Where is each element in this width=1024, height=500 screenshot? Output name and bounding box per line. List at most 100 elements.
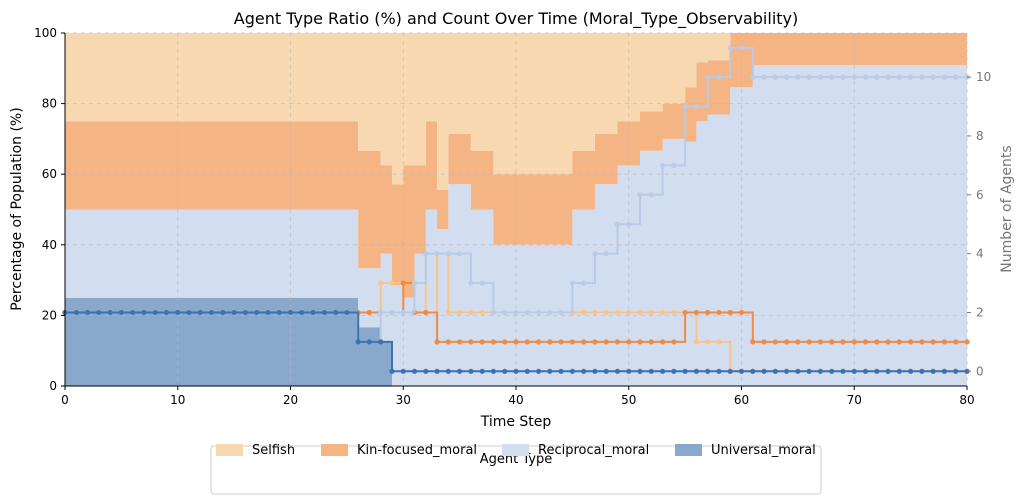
count-point-reciprocal-moral bbox=[896, 74, 902, 80]
count-point-selfish bbox=[445, 309, 451, 316]
count-point-universal-moral bbox=[84, 309, 91, 316]
legend: Agent Type Selfish Kin-focused_moral Recip… bbox=[210, 443, 822, 495]
count-point-reciprocal-moral bbox=[468, 280, 474, 286]
count-point-kin-focused-moral bbox=[716, 309, 722, 316]
count-point-universal-moral bbox=[490, 368, 497, 374]
count-point-universal-moral bbox=[603, 368, 609, 374]
count-point-universal-moral bbox=[411, 368, 418, 374]
x-tick-label: 30 bbox=[396, 393, 411, 407]
count-point-reciprocal-moral bbox=[761, 74, 767, 80]
count-point-universal-moral bbox=[761, 368, 767, 374]
count-point-kin-focused-moral bbox=[908, 339, 914, 345]
y2-tick-label: 2 bbox=[976, 305, 984, 319]
y-tick-label: 100 bbox=[34, 26, 57, 40]
count-point-kin-focused-moral bbox=[502, 339, 508, 345]
count-point-universal-moral bbox=[626, 368, 632, 374]
count-point-universal-moral bbox=[287, 309, 294, 316]
count-point-universal-moral bbox=[141, 309, 147, 316]
count-point-selfish bbox=[389, 280, 395, 286]
count-point-reciprocal-moral bbox=[659, 162, 666, 168]
count-point-selfish bbox=[592, 309, 598, 316]
count-point-reciprocal-moral bbox=[547, 309, 553, 316]
count-point-kin-focused-moral bbox=[513, 339, 519, 345]
count-point-reciprocal-moral bbox=[626, 221, 632, 227]
y2-tick-label: 0 bbox=[976, 364, 984, 378]
count-point-universal-moral bbox=[186, 309, 192, 316]
count-point-reciprocal-moral bbox=[862, 74, 869, 80]
count-point-reciprocal-moral bbox=[784, 74, 790, 80]
legend-title: Agent Type bbox=[480, 452, 552, 467]
count-point-universal-moral bbox=[265, 309, 271, 316]
count-point-universal-moral bbox=[423, 368, 429, 374]
count-point-reciprocal-moral bbox=[490, 309, 497, 316]
count-point-selfish bbox=[626, 309, 632, 316]
count-point-reciprocal-moral bbox=[614, 221, 621, 227]
count-point-kin-focused-moral bbox=[603, 339, 609, 345]
count-point-kin-focused-moral bbox=[784, 339, 790, 345]
count-point-kin-focused-moral bbox=[547, 339, 553, 345]
count-point-universal-moral bbox=[400, 368, 406, 374]
count-point-reciprocal-moral bbox=[716, 74, 722, 80]
legend-swatch-selfish bbox=[216, 444, 243, 456]
count-point-selfish bbox=[614, 309, 621, 316]
y2-tick-label: 4 bbox=[976, 247, 984, 261]
x-tick-label: 10 bbox=[170, 393, 185, 407]
count-point-universal-moral bbox=[130, 309, 136, 316]
count-point-reciprocal-moral bbox=[592, 251, 598, 257]
count-point-kin-focused-moral bbox=[964, 339, 970, 345]
count-point-reciprocal-moral bbox=[795, 74, 801, 80]
count-point-kin-focused-moral bbox=[941, 339, 948, 345]
count-point-reciprocal-moral bbox=[930, 74, 936, 80]
count-point-universal-moral bbox=[919, 368, 925, 374]
count-point-universal-moral bbox=[254, 309, 260, 316]
count-point-reciprocal-moral bbox=[513, 309, 519, 316]
count-point-universal-moral bbox=[152, 309, 158, 316]
count-point-kin-focused-moral bbox=[366, 309, 373, 316]
count-point-universal-moral bbox=[727, 368, 733, 374]
count-point-kin-focused-moral bbox=[434, 339, 440, 345]
count-point-reciprocal-moral bbox=[727, 45, 733, 51]
count-point-universal-moral bbox=[231, 309, 237, 316]
count-point-kin-focused-moral bbox=[524, 339, 530, 345]
count-point-kin-focused-moral bbox=[761, 339, 767, 345]
count-point-universal-moral bbox=[355, 339, 361, 345]
count-point-universal-moral bbox=[659, 368, 666, 374]
count-point-universal-moral bbox=[885, 368, 891, 374]
count-point-reciprocal-moral bbox=[524, 309, 530, 316]
count-point-selfish bbox=[468, 309, 474, 316]
x-tick-label: 0 bbox=[61, 393, 69, 407]
count-point-kin-focused-moral bbox=[817, 339, 824, 345]
count-point-universal-moral bbox=[941, 368, 948, 374]
count-point-universal-moral bbox=[693, 368, 700, 374]
legend-label-reciprocal-moral: Reciprocal_moral bbox=[538, 443, 649, 458]
count-point-universal-moral bbox=[535, 368, 542, 374]
count-point-universal-moral bbox=[118, 309, 124, 316]
count-point-selfish bbox=[671, 309, 677, 316]
count-point-kin-focused-moral bbox=[885, 339, 891, 345]
count-lines bbox=[62, 45, 970, 374]
count-point-reciprocal-moral bbox=[671, 162, 677, 168]
count-point-universal-moral bbox=[276, 309, 282, 316]
legend-label-universal-moral: Universal_moral bbox=[711, 443, 816, 458]
legend-label-kin-focused-moral: Kin-focused_moral bbox=[357, 443, 477, 458]
count-point-reciprocal-moral bbox=[829, 74, 835, 80]
count-point-universal-moral bbox=[896, 368, 902, 374]
legend-label-selfish: Selfish bbox=[252, 443, 295, 458]
count-point-kin-focused-moral bbox=[840, 339, 846, 345]
count-point-kin-focused-moral bbox=[705, 309, 711, 316]
count-point-kin-focused-moral bbox=[738, 309, 745, 316]
count-point-selfish bbox=[693, 339, 700, 345]
count-point-universal-moral bbox=[671, 368, 677, 374]
count-point-universal-moral bbox=[175, 309, 181, 316]
y-tick-label: 60 bbox=[42, 167, 57, 181]
count-point-kin-focused-moral bbox=[930, 339, 936, 345]
y-tick-label: 80 bbox=[42, 97, 57, 111]
count-point-kin-focused-moral bbox=[535, 339, 542, 345]
count-point-reciprocal-moral bbox=[817, 74, 824, 80]
count-point-kin-focused-moral bbox=[862, 339, 869, 345]
count-point-universal-moral bbox=[772, 368, 778, 374]
count-point-reciprocal-moral bbox=[738, 45, 745, 51]
count-point-reciprocal-moral bbox=[423, 251, 429, 257]
count-point-reciprocal-moral bbox=[457, 251, 463, 257]
